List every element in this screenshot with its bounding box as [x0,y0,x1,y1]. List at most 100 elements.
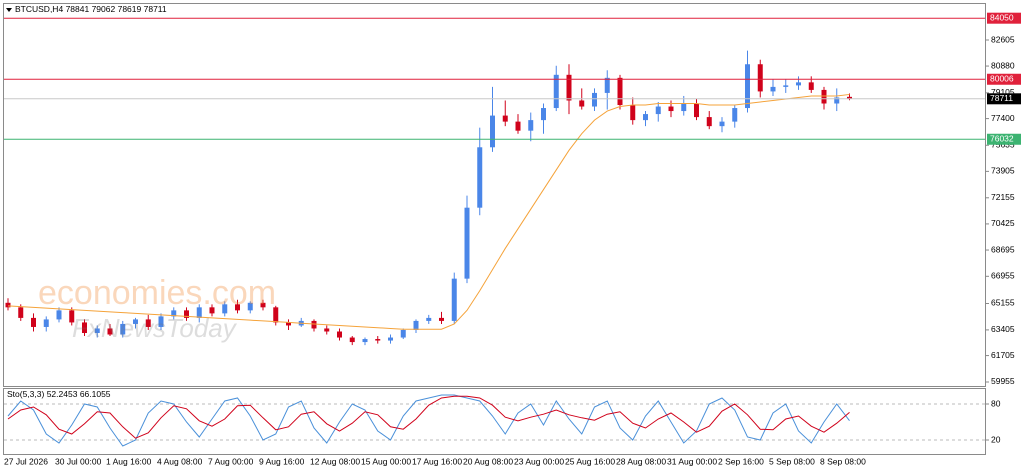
candle-body [541,108,546,121]
stoch-line [7,395,850,439]
y-tick-label: 80 [991,398,1001,408]
x-tick-label: 27 Jul 2026 [4,456,48,466]
level-box [987,133,1021,145]
watermark: economies.com [38,274,276,312]
x-tick-label: 23 Aug 00:00 [514,456,564,466]
candle-body [324,328,330,332]
stoch-name: Sto(5,3,3) [7,389,44,399]
y-tick-label: 65155 [991,298,1015,308]
last-open: 78841 [66,4,90,14]
x-tick-label: 31 Aug 00:00 [667,456,717,466]
candle-body [515,121,521,131]
x-tick-label: 7 Aug 00:00 [208,456,254,466]
candle-body [566,74,572,101]
stoch-main: 52.2453 [47,389,78,399]
x-tick-label: 8 Sep 08:00 [820,456,866,466]
last-close: 78711 [144,4,167,14]
candle-body [222,304,228,314]
candle-body [184,310,189,318]
candle-body [400,329,406,338]
candle-body [694,103,699,118]
candle-body [502,115,508,122]
candle-body [120,323,126,335]
y-tick-label: 79105 [991,87,1015,97]
level-label: 80006 [990,74,1014,84]
candle-body [808,82,814,90]
y-tick-label: 70425 [991,218,1015,228]
candle-body [196,307,202,318]
x-tick-label: 1 Aug 16:00 [106,456,152,466]
candle-body [5,302,11,308]
menu-icon [6,8,12,12]
candle-body [592,92,597,107]
candle-body [43,319,49,327]
candle-body [235,304,240,311]
x-tick-label: 4 Aug 08:00 [157,456,203,466]
candle-body [490,115,495,148]
candle-body [349,337,355,343]
y-tick-label: 80880 [991,60,1015,70]
level-box [987,73,1021,85]
candle-body [82,322,87,334]
candle-body [107,328,113,335]
x-tick-label: 30 Jul 00:00 [55,456,102,466]
symbol: BTCUSD,H4 [15,4,63,14]
candle-body [426,317,432,321]
candle-body [56,310,62,320]
last-low: 78619 [118,4,142,14]
candle-body [133,319,138,324]
level-box [987,93,1021,105]
candle-body [477,147,483,208]
stoch-panel [3,388,986,455]
candle-body [643,114,648,121]
candle-body [706,117,712,127]
candle-body [413,320,419,330]
y-tick-label: 20 [991,434,1001,444]
candle-body [655,106,661,115]
level-box [987,12,1021,24]
candle-body [388,337,393,341]
x-tick-label: 28 Aug 08:00 [616,456,666,466]
x-tick-label: 25 Aug 16:00 [565,456,615,466]
candle-body [783,85,789,87]
x-tick-label: 15 Aug 00:00 [361,456,411,466]
candle-body [821,89,827,104]
candle-body [681,103,687,112]
candle-body [847,96,852,99]
x-tick-label: 5 Sep 08:00 [769,456,815,466]
candle-body [553,74,559,109]
stoch-line [7,394,850,447]
candle-body [757,64,763,92]
candle-body [273,307,279,323]
y-tick-label: 73905 [991,166,1015,176]
candle-body [770,86,776,92]
y-tick-label: 63405 [991,324,1015,334]
chart-header: BTCUSD,H4 78841 79062 78619 78711 [15,4,167,14]
candle-body [834,97,840,104]
candle-body [745,64,750,109]
y-tick-label: 66955 [991,271,1015,281]
candle-body [464,207,470,279]
candle-body [158,316,164,327]
last-high: 79062 [92,4,116,14]
watermark: FxNewsToday [72,313,238,343]
y-tick-label: 77400 [991,113,1015,123]
x-tick-label: 2 Sep 16:00 [718,456,764,466]
y-tick-label: 82605 [991,34,1015,44]
main-panel [3,3,986,387]
x-tick-label: 17 Aug 16:00 [412,456,462,466]
candle-body [439,317,444,321]
candle-body [668,106,674,112]
level-label: 84050 [990,12,1014,22]
candle-body [311,320,317,329]
candle-body [630,105,636,121]
candle-body [732,108,738,122]
x-tick-label: 20 Aug 08:00 [463,456,513,466]
candle-body [604,77,610,93]
y-tick-label: 61705 [991,350,1015,360]
candle-body [171,310,177,317]
candle-body [145,319,151,327]
candle-body [528,120,534,131]
candle-body [247,302,253,311]
